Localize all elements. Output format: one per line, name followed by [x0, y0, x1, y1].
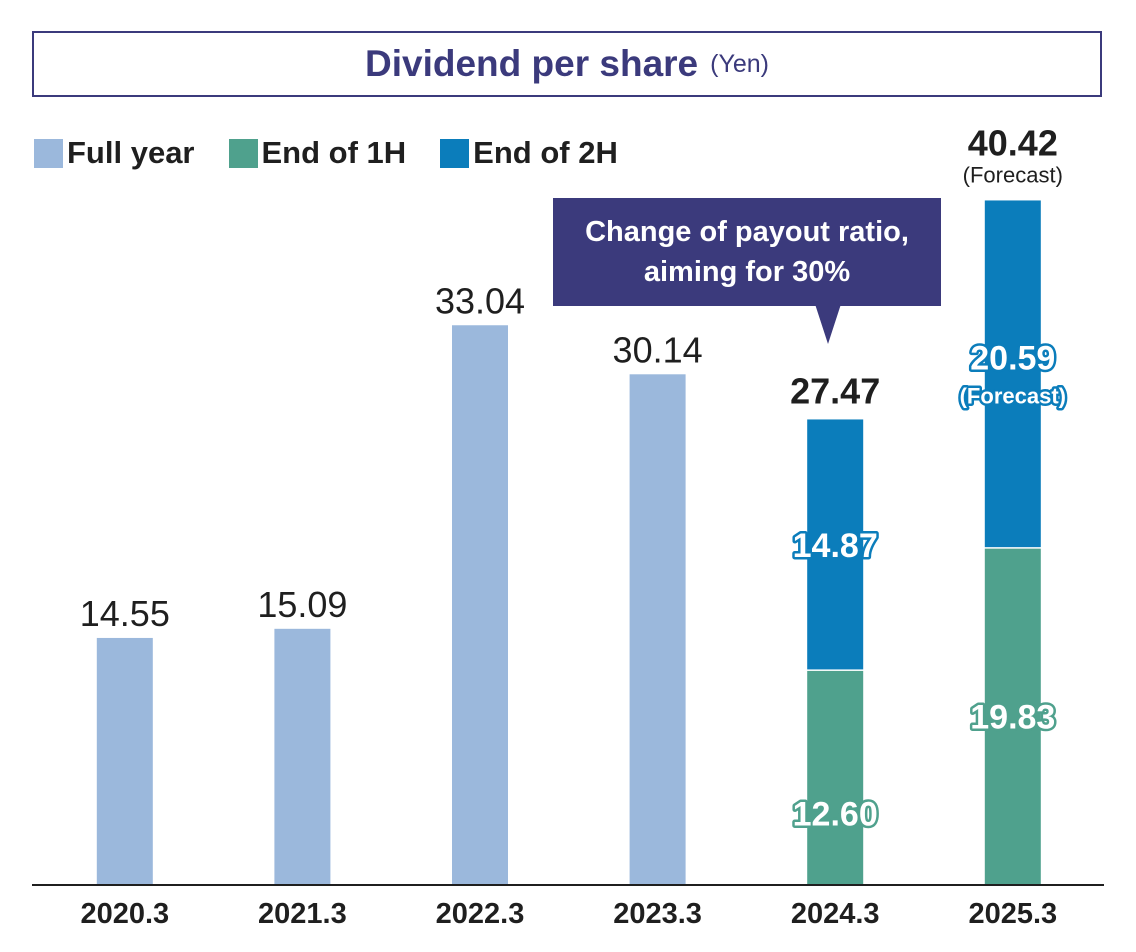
callout-line-2: aiming for 30% [643, 256, 851, 288]
x-tick-label-2022-3: 2022.3 [436, 898, 525, 930]
legend-item-full-year: Full year [34, 135, 195, 171]
total-label-2024-3: 27.47 [790, 370, 880, 411]
total-forecast-note-2025-3: (Forecast) [963, 162, 1063, 187]
chart-title: Dividend per share [365, 43, 699, 84]
total-label-2025-3: 40.42 [968, 122, 1058, 163]
legend-item-end-of-1h: End of 1H [228, 135, 407, 171]
legend-label-end-of-1h: End of 1H [261, 135, 407, 170]
callout-line-1: Change of payout ratio, [585, 216, 909, 248]
bar-end-of-2h-2024-3 [807, 419, 864, 670]
bar-end-of-2h-2025-3 [984, 200, 1041, 548]
total-label-2021-3: 15.09 [257, 584, 347, 625]
total-label-2022-3: 33.04 [435, 280, 525, 321]
legend-swatch-end-of-1h [228, 138, 258, 168]
bar-full-year-2022-3 [452, 325, 508, 884]
bar-full-year-2020-3 [96, 637, 153, 884]
callout-pointer [815, 304, 841, 344]
segment-label-end-of-1h-2025-3: 19.83 [970, 698, 1055, 736]
legend-swatch-full-year [34, 138, 63, 168]
segment-label-end-of-2h-2025-3: 20.59 [970, 340, 1055, 378]
x-tick-label-2020-3: 2020.3 [80, 898, 169, 930]
total-label-2023-3: 30.14 [613, 329, 703, 370]
legend-swatch-end-of-2h [440, 138, 470, 168]
bar-full-year-2023-3 [629, 374, 686, 884]
x-tick-label-2023-3: 2023.3 [613, 898, 702, 930]
total-label-2020-3: 14.55 [80, 593, 170, 634]
x-tick-label-2024-3: 2024.3 [791, 898, 880, 930]
segment-label-end-of-1h-2024-3: 12.60 [793, 795, 878, 833]
x-tick-label-2025-3: 2025.3 [968, 898, 1057, 930]
legend: Full year End of 1H End of 2H [34, 135, 652, 171]
bar-end-of-1h-2024-3 [807, 670, 864, 884]
chart-title-box: Dividend per share (Yen) [32, 31, 1102, 97]
legend-label-end-of-2h: End of 2H [473, 135, 618, 170]
payout-ratio-callout: Change of payout ratio, aiming for 30% [553, 198, 941, 306]
legend-item-end-of-2h: End of 2H [440, 135, 618, 171]
bar-full-year-2021-3 [274, 628, 331, 884]
segment-forecast-note-2025-3: (Forecast) [960, 384, 1066, 409]
segment-label-end-of-2h-2024-3: 14.87 [793, 527, 878, 565]
x-tick-label-2021-3: 2021.3 [258, 898, 347, 930]
chart-unit: (Yen) [710, 49, 769, 78]
legend-label-full-year: Full year [67, 135, 195, 170]
bar-end-of-1h-2025-3 [984, 548, 1041, 884]
